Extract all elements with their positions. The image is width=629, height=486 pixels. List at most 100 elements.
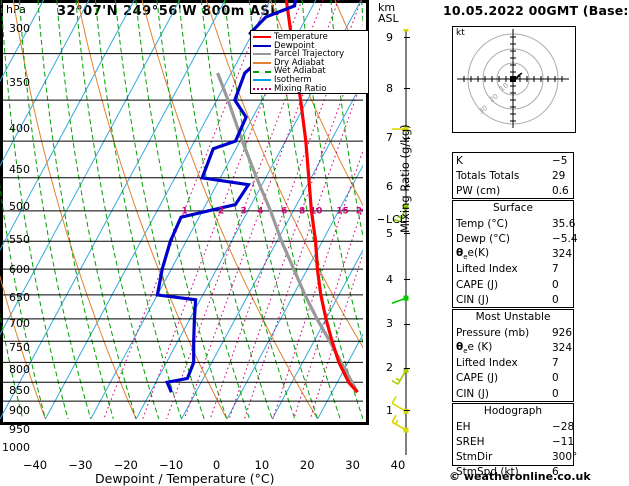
pressure-tick-label: 600 bbox=[9, 263, 30, 277]
table-row-key: SREH bbox=[456, 435, 485, 448]
table-row-value: −11 bbox=[552, 435, 575, 448]
table-row: EH −28 bbox=[453, 419, 575, 434]
height-tick-mark bbox=[404, 186, 410, 188]
hodograph: 10 20 30 kt bbox=[452, 26, 576, 133]
most-unstable-table: Most Unstable Pressure (mb) 926 θee (K) 324 L… bbox=[452, 309, 574, 402]
height-tick-label: 2 bbox=[386, 361, 393, 375]
pressure-tick-label: 500 bbox=[9, 199, 30, 213]
table-row-key: θee (K) bbox=[456, 340, 493, 356]
height-tick-mark bbox=[404, 367, 410, 369]
table-row: StmSpd (kt) 6 bbox=[453, 465, 573, 480]
svg-text:6: 6 bbox=[281, 207, 287, 217]
skewt-plot-area: 1 2 3 4 6 8 10 15 20 bbox=[0, 0, 369, 425]
legend-label: Dewpoint bbox=[274, 40, 315, 51]
wind-barb bbox=[392, 204, 409, 223]
height-tick-label: 7 bbox=[386, 131, 393, 145]
legend-item: Temperature bbox=[253, 33, 368, 42]
legend: Temperature Dewpoint Parcel Trajectory Dry … bbox=[250, 30, 369, 94]
station-title: 32°07'N 249°56'W 800m ASL bbox=[57, 4, 280, 19]
table-row-key: Lifted Index bbox=[456, 357, 518, 370]
legend-label: Temperature bbox=[274, 32, 328, 43]
wind-barb bbox=[392, 295, 409, 305]
indices-table: K −5 Totals Totals 29 PW (cm) 0.6 bbox=[452, 152, 574, 199]
pressure-tick-label: 700 bbox=[9, 316, 30, 330]
lcl-label: LCL bbox=[386, 213, 406, 226]
table-row-key: K bbox=[456, 154, 463, 167]
pressure-tick-label: 450 bbox=[9, 163, 30, 177]
table-row: PW (cm) 0.6 bbox=[453, 183, 573, 198]
table-row: Totals Totals 29 bbox=[453, 168, 573, 183]
table-title: Surface bbox=[492, 202, 533, 214]
table-row-value: 0 bbox=[552, 293, 559, 306]
svg-text:20: 20 bbox=[488, 92, 500, 104]
table-row-key: StmDir bbox=[456, 451, 493, 464]
table-row: Pressure (mb) 926 bbox=[453, 325, 573, 340]
x-axis-title: Dewpoint / Temperature (°C) bbox=[95, 471, 275, 486]
svg-text:3: 3 bbox=[240, 207, 246, 217]
mixing-ratio-axis-label: Mixing Ratio (g/kg) bbox=[398, 124, 412, 233]
table-row-value: −28 bbox=[552, 420, 575, 433]
surface-table: Surface Temp (°C) 35.6 Dewp (°C) −5.4 θee(K) 3… bbox=[452, 200, 578, 308]
table-row: Lifted Index 7 bbox=[453, 356, 573, 371]
legend-item: Wet Adiabat bbox=[253, 67, 368, 76]
table-title: Hodograph bbox=[483, 405, 543, 417]
table-row-key: θee(K) bbox=[456, 247, 490, 262]
pressure-tick-label: 650 bbox=[9, 291, 30, 305]
pressure-tick-label: 400 bbox=[9, 122, 30, 136]
height-tick-mark bbox=[404, 37, 410, 38]
legend-label: Mixing Ratio bbox=[274, 83, 327, 94]
legend-label: Dry Adiabat bbox=[274, 57, 325, 68]
pressure-tick-label: 1000 bbox=[2, 441, 30, 454]
table-row-key: Totals Totals bbox=[456, 169, 520, 182]
table-row-key: CAPE (J) bbox=[456, 372, 499, 385]
legend-item: Isotherm bbox=[253, 76, 368, 85]
table-row-value: 0 bbox=[552, 372, 559, 385]
isobar-lines bbox=[0, 53, 363, 402]
temperature-tick-label: 0 bbox=[212, 458, 221, 472]
height-tick-mark bbox=[404, 137, 410, 139]
table-row: CAPE (J) 0 bbox=[453, 277, 573, 292]
table-row: θee(K) 324 bbox=[453, 247, 573, 262]
table-row-value: 0 bbox=[552, 278, 559, 291]
svg-text:10: 10 bbox=[310, 207, 323, 217]
svg-text:15: 15 bbox=[336, 207, 349, 217]
legend-label: Parcel Trajectory bbox=[274, 49, 345, 60]
mixing-ratio-value-labels: 1 2 3 4 6 8 10 15 20 bbox=[182, 207, 363, 217]
table-row: K −5 bbox=[453, 153, 573, 168]
svg-text:2: 2 bbox=[218, 207, 224, 217]
height-tick-label: 6 bbox=[386, 179, 393, 193]
pressure-tick-label: 800 bbox=[9, 363, 30, 377]
temperature-tick-label: −10 bbox=[158, 458, 184, 472]
table-row-value: 324 bbox=[552, 341, 573, 354]
wind-barb bbox=[392, 126, 409, 132]
legend-label: Isotherm bbox=[274, 75, 312, 86]
table-row-value: −5.4 bbox=[552, 232, 578, 245]
table-row-value: −5 bbox=[552, 154, 568, 167]
pressure-tick-label: 550 bbox=[9, 232, 30, 246]
hodograph-unit-label: kt bbox=[456, 28, 465, 38]
height-tick-mark bbox=[404, 88, 410, 90]
temperature-tick-label: 40 bbox=[390, 458, 406, 472]
height-tick-label: 8 bbox=[386, 81, 393, 95]
legend-item: Mixing Ratio bbox=[253, 85, 368, 94]
table-row-value: 29 bbox=[552, 169, 566, 182]
svg-text:10: 10 bbox=[498, 81, 510, 93]
table-row: StmDir 300° bbox=[453, 450, 577, 465]
wind-barb-column bbox=[392, 29, 409, 455]
pressure-tick-label: 900 bbox=[9, 404, 30, 418]
legend-swatch bbox=[253, 70, 271, 73]
table-row-value: 0 bbox=[552, 387, 559, 400]
height-tick-label: 9 bbox=[386, 30, 393, 44]
temperature-tick-label: −40 bbox=[22, 458, 48, 472]
height-unit-km: km bbox=[378, 1, 396, 14]
height-tick-mark bbox=[404, 410, 410, 412]
height-unit-label: km ASL bbox=[378, 2, 399, 24]
lcl-tick-mark bbox=[378, 219, 384, 220]
table-row-key: CAPE (J) bbox=[456, 278, 499, 291]
legend-swatch bbox=[253, 53, 271, 56]
temperature-tick-label: 20 bbox=[299, 458, 315, 472]
datetime-label: 10.05.2022 00GMT (Base: 00) bbox=[443, 3, 629, 18]
